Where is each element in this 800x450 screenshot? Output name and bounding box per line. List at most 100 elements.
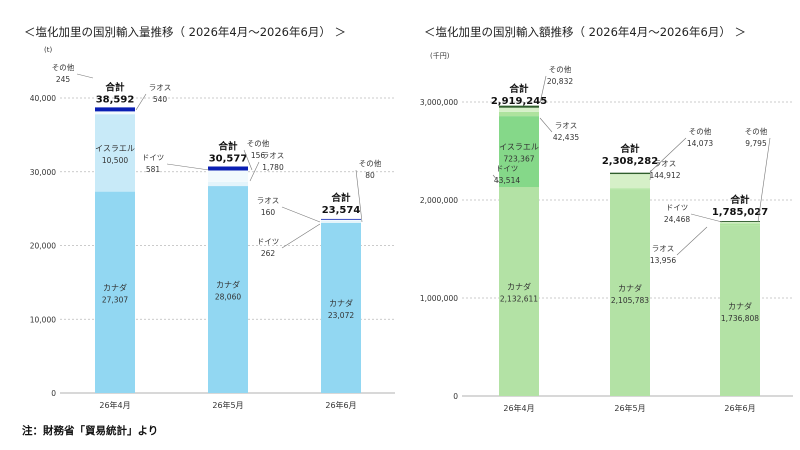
bar-segment-その他 — [499, 105, 539, 108]
callout-name-label: その他 — [745, 126, 768, 136]
callout-value-label: 42,435 — [553, 133, 579, 142]
bar-segment-イスラエル — [95, 114, 135, 192]
callout-value-label: 540 — [153, 95, 168, 104]
total-title: 合計 — [331, 192, 351, 204]
callout-name-label: その他 — [689, 126, 712, 136]
segment-name-label: カナダ — [507, 282, 531, 292]
bar-segment-カナダ — [499, 187, 539, 396]
segment-value-label: 28,060 — [215, 293, 241, 302]
segment-value-label: 1,736,808 — [721, 314, 759, 323]
callout-value-label: 43,514 — [494, 176, 520, 185]
bar-segment-イスラエル — [499, 116, 539, 188]
chart-1-title: ＜塩化加里の国別輸入量推移（ 2026年4月～2026年6月） ＞ — [24, 25, 346, 39]
total-value: 38,592 — [96, 94, 135, 105]
callout-leader-line — [76, 73, 94, 79]
bar-segment-カナダ — [208, 186, 248, 393]
bar-segment-ラオス — [321, 219, 361, 221]
callout-leader-line — [166, 163, 210, 171]
chart-2-title: ＜塩化加里の国別輸入額推移（ 2026年4月～2026年6月） ＞ — [424, 25, 746, 39]
bar-segment-ドイツ — [720, 223, 760, 226]
callout-name-label: ラオス — [257, 196, 280, 205]
total-value: 30,577 — [209, 153, 248, 164]
total-value: 1,785,027 — [712, 207, 768, 218]
y-tick-label: 30,000 — [30, 168, 56, 177]
callout-leader-line — [249, 161, 260, 182]
segment-name-label: イスラエル — [499, 143, 539, 152]
callout-leader-line — [649, 137, 687, 173]
bar-segment-その他 — [208, 166, 248, 171]
bar-segment-ラオス — [208, 168, 248, 182]
total-title: 合計 — [218, 140, 238, 152]
bar-segment-ラオス — [499, 107, 539, 112]
callout-leader-line — [539, 75, 547, 104]
callout-name-label: ラオス — [652, 244, 675, 253]
callout-value-label: 1,780 — [262, 163, 284, 172]
segment-name-label: カナダ — [103, 282, 127, 292]
total-title: 合計 — [509, 83, 529, 95]
callout-leader-line — [676, 226, 708, 256]
total-title: 合計 — [105, 81, 125, 93]
callout-value-label: 262 — [261, 249, 276, 258]
callout-value-label: 13,956 — [650, 256, 676, 265]
total-value: 2,308,282 — [602, 156, 658, 167]
x-tick-label: 26年4月 — [99, 400, 130, 410]
bar-segment-カナダ — [95, 191, 135, 393]
callout-name-label: ドイツ — [142, 153, 165, 162]
total-title: 合計 — [620, 143, 640, 155]
bar-segment-カナダ — [321, 222, 361, 393]
callout-name-label: その他 — [549, 64, 572, 74]
callout-leader-line — [649, 169, 652, 181]
segment-value-label: 723,367 — [503, 155, 534, 164]
callout-value-label: 9,795 — [745, 139, 767, 148]
callout-value-label: 160 — [261, 208, 276, 217]
callout-name-label: ラオス — [654, 159, 677, 168]
segment-name-label: カナダ — [618, 283, 642, 293]
y-tick-label: 10,000 — [30, 315, 56, 324]
callout-name-label: ラオス — [555, 121, 578, 130]
y-tick-label: 0 — [453, 392, 458, 401]
callout-name-label: ドイツ — [496, 164, 519, 173]
total-value: 2,919,245 — [491, 96, 547, 107]
bar-segment-その他 — [321, 218, 361, 220]
y-tick-label: 3,000,000 — [420, 98, 458, 107]
callout-value-label: 80 — [365, 171, 375, 180]
callout-leader-line — [355, 169, 363, 223]
segment-name-label: イスラエル — [95, 144, 135, 153]
bar-segment-ラオス — [610, 174, 650, 189]
bar-segment-ドイツ — [208, 181, 248, 187]
y-tick-label: 1,000,000 — [420, 294, 458, 303]
callout-leader-line — [690, 213, 723, 223]
callout-name-label: ドイツ — [666, 203, 689, 212]
bar-segment-カナダ — [610, 189, 650, 396]
bar-segment-ドイツ — [610, 188, 650, 190]
segment-name-label: カナダ — [329, 298, 353, 308]
bar-segment-その他 — [610, 172, 650, 175]
callout-leader-line — [281, 223, 321, 249]
callout-leader-line — [135, 93, 147, 111]
segment-value-label: 10,500 — [102, 156, 128, 165]
callout-value-label: 20,832 — [547, 77, 573, 86]
x-tick-label: 26年5月 — [212, 400, 243, 410]
segment-value-label: 27,307 — [102, 295, 128, 304]
callout-value-label: 156 — [251, 151, 266, 160]
y-tick-label: 20,000 — [30, 242, 56, 251]
callout-leader-line — [757, 137, 771, 223]
y-tick-label: 0 — [51, 389, 56, 398]
callout-name-label: その他 — [247, 138, 270, 148]
callout-name-label: ラオス — [262, 151, 285, 160]
bar-segment-カナダ — [720, 225, 760, 396]
segment-value-label: 2,132,611 — [500, 295, 538, 304]
callout-value-label: 245 — [56, 75, 71, 84]
callout-name-label: ドイツ — [257, 237, 280, 246]
bar-segment-ドイツ — [321, 220, 361, 223]
chart-2-unit: (千円) — [430, 51, 450, 60]
x-tick-label: 26年4月 — [503, 403, 534, 413]
segment-value-label: 2,105,783 — [611, 296, 649, 305]
callout-name-label: その他 — [359, 158, 382, 168]
callout-value-label: 144,912 — [649, 171, 680, 180]
chart-1-unit: (t) — [44, 46, 52, 54]
segment-name-label: カナダ — [216, 280, 240, 290]
callout-name-label: ラオス — [149, 83, 172, 92]
